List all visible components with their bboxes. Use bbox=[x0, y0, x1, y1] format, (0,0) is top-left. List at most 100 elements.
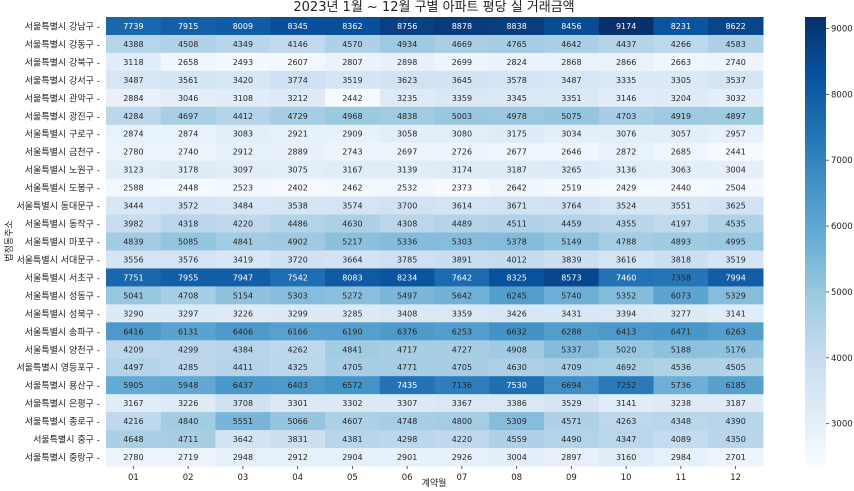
cell-value: 8009 bbox=[233, 22, 253, 31]
cell-value: 3034 bbox=[561, 130, 581, 139]
column-label: 11 bbox=[675, 473, 686, 483]
heatmap-cell bbox=[160, 304, 216, 323]
heatmap-cell bbox=[270, 106, 326, 126]
chart-title: 2023년 1월 ~ 12월 구별 아파트 평당 실 거래금액 bbox=[293, 0, 574, 15]
colorbar-tick-label: 7000 bbox=[831, 156, 853, 166]
heatmap-cell bbox=[708, 304, 764, 323]
row-label: 서울특별시 구로구 - bbox=[25, 129, 100, 140]
cell-value: 4902 bbox=[287, 238, 307, 247]
heatmap-cell bbox=[489, 70, 545, 90]
heatmap-cell bbox=[489, 142, 545, 162]
column-label: 10 bbox=[621, 473, 632, 483]
heatmap-cell bbox=[489, 394, 545, 413]
row-label: 서울특별시 강남구 - bbox=[25, 21, 100, 32]
cell-value: 3307 bbox=[397, 399, 417, 408]
cell-value: 3359 bbox=[452, 309, 472, 318]
heatmap-cell bbox=[106, 394, 162, 413]
cell-value: 2504 bbox=[725, 184, 745, 193]
cell-value: 4995 bbox=[725, 238, 745, 247]
heatmap-cell bbox=[215, 17, 271, 36]
cell-value: 8838 bbox=[506, 22, 526, 31]
cell-value: 2868 bbox=[561, 58, 581, 67]
cell-value: 8345 bbox=[287, 22, 307, 31]
cell-value: 2523 bbox=[233, 184, 253, 193]
cell-value: 4692 bbox=[616, 363, 636, 372]
heatmap-cell bbox=[434, 358, 490, 377]
heatmap-cell bbox=[434, 52, 490, 72]
cell-value: 6413 bbox=[616, 327, 636, 336]
heatmap-cell bbox=[708, 322, 764, 341]
cell-value: 5176 bbox=[725, 345, 745, 354]
cell-value: 4630 bbox=[506, 363, 526, 372]
cell-value: 4384 bbox=[233, 345, 253, 354]
cell-value: 2726 bbox=[452, 148, 472, 157]
cell-value: 2697 bbox=[397, 148, 417, 157]
cell-value: 3136 bbox=[616, 166, 636, 175]
cell-value: 5642 bbox=[452, 291, 472, 300]
cell-value: 4490 bbox=[561, 435, 581, 444]
cell-value: 4284 bbox=[123, 112, 143, 121]
heatmap-cell bbox=[598, 322, 654, 341]
cell-value: 4729 bbox=[287, 112, 307, 121]
cell-value: 3664 bbox=[342, 255, 362, 264]
cell-value: 3419 bbox=[233, 255, 253, 264]
cell-value: 7542 bbox=[287, 273, 307, 282]
heatmap-cell bbox=[270, 160, 326, 180]
heatmap-cell bbox=[708, 412, 764, 431]
heatmap-cell bbox=[325, 376, 381, 395]
heatmap-cell bbox=[598, 304, 654, 323]
heatmap-cell bbox=[598, 358, 654, 377]
cell-value: 3645 bbox=[452, 76, 472, 85]
cell-value: 2699 bbox=[452, 58, 472, 67]
cell-value: 3982 bbox=[123, 220, 143, 229]
heatmap-cell bbox=[708, 430, 764, 449]
heatmap-cell bbox=[215, 268, 271, 287]
heatmap-cell bbox=[544, 142, 600, 162]
colorbar-tick-label: 3000 bbox=[831, 420, 853, 430]
cell-value: 4697 bbox=[178, 112, 198, 121]
cell-value: 4299 bbox=[178, 345, 198, 354]
cell-value: 5188 bbox=[671, 345, 691, 354]
cell-value: 3058 bbox=[397, 130, 417, 139]
cell-value: 4486 bbox=[287, 220, 307, 229]
cell-value: 4348 bbox=[671, 417, 691, 426]
heatmap-cell bbox=[379, 448, 435, 467]
heatmap-cell bbox=[325, 124, 381, 144]
heatmap-cell bbox=[653, 214, 709, 234]
heatmap-cell bbox=[106, 178, 162, 198]
heatmap-cell bbox=[544, 106, 600, 126]
cell-value: 5905 bbox=[123, 381, 143, 390]
cell-value: 6166 bbox=[287, 327, 307, 336]
cell-value: 5309 bbox=[506, 417, 526, 426]
heatmap-cell bbox=[544, 70, 600, 90]
heatmap-cell bbox=[598, 214, 654, 234]
cell-value: 5303 bbox=[452, 238, 472, 247]
heatmap-cell bbox=[379, 412, 435, 431]
cell-value: 3487 bbox=[123, 76, 143, 85]
cell-value: 2685 bbox=[671, 148, 691, 157]
heatmap-cell bbox=[708, 88, 764, 108]
cell-value: 5066 bbox=[287, 417, 307, 426]
heatmap-cell bbox=[708, 286, 764, 305]
heatmap-cell bbox=[270, 358, 326, 377]
cell-value: 4437 bbox=[616, 40, 636, 49]
heatmap-cell bbox=[215, 52, 271, 72]
heatmap-cell bbox=[598, 17, 654, 36]
heatmap-cell bbox=[160, 70, 216, 90]
cell-value: 5272 bbox=[342, 291, 362, 300]
heatmap-cell bbox=[379, 232, 435, 251]
cell-value: 6190 bbox=[342, 327, 362, 336]
colorbar-tick-label: 8000 bbox=[831, 90, 853, 100]
heatmap-cell bbox=[379, 142, 435, 162]
cell-value: 3576 bbox=[178, 255, 198, 264]
heatmap-cell bbox=[434, 394, 490, 413]
heatmap-cell bbox=[215, 34, 271, 54]
cell-value: 3167 bbox=[342, 166, 362, 175]
cell-value: 4318 bbox=[178, 220, 198, 229]
heatmap-cell bbox=[489, 412, 545, 431]
heatmap-cell bbox=[653, 340, 709, 359]
cell-value: 4381 bbox=[342, 435, 362, 444]
heatmap-cell bbox=[708, 376, 764, 395]
cell-value: 2889 bbox=[287, 148, 307, 157]
heatmap-cell bbox=[544, 214, 600, 234]
